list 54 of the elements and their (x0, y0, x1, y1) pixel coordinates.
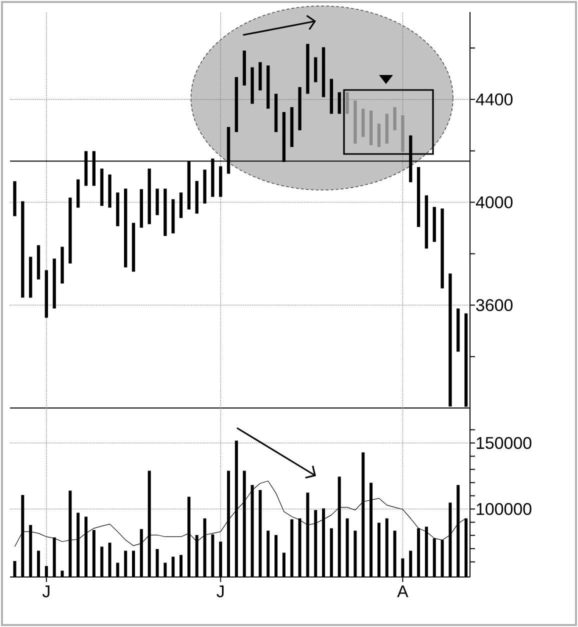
bar (290, 107, 294, 147)
bar (385, 114, 388, 144)
bar (416, 167, 420, 227)
bar (116, 192, 120, 226)
bar (52, 258, 56, 308)
bar (164, 188, 167, 236)
y-tick-label: 3600 (476, 299, 513, 312)
bar (219, 166, 222, 197)
bar (148, 168, 151, 224)
bar (242, 50, 246, 86)
bar (274, 94, 278, 132)
bar (100, 168, 104, 206)
bar (21, 201, 24, 298)
bar (44, 270, 48, 318)
bar (456, 308, 460, 352)
bar (393, 107, 396, 130)
bar (424, 195, 428, 249)
bar (440, 208, 444, 288)
bar (132, 222, 136, 272)
bar (156, 188, 159, 216)
bar (369, 110, 373, 146)
bar (60, 246, 64, 284)
bar (140, 189, 144, 228)
bar (306, 44, 310, 94)
bar (76, 179, 80, 208)
bar (432, 206, 436, 242)
y-tick-label: 4400 (476, 93, 513, 106)
y-tick-label: 150000 (476, 436, 532, 449)
bar (172, 199, 175, 234)
bar (124, 188, 128, 268)
bar (179, 192, 183, 218)
bar (314, 57, 318, 82)
bar (258, 62, 262, 90)
bar (36, 245, 40, 280)
bar (377, 124, 381, 147)
bar (195, 180, 198, 214)
bar (338, 92, 341, 114)
x-tick-label: A (397, 586, 408, 598)
bar (29, 256, 32, 298)
bar (234, 77, 238, 132)
y-tick-label: 100000 (476, 503, 532, 516)
bar (13, 181, 16, 216)
bar (362, 108, 365, 137)
bar (330, 78, 334, 114)
x-tick-label: J (42, 586, 50, 598)
bar (250, 67, 254, 104)
bar (203, 170, 206, 204)
bar (298, 87, 302, 130)
x-tick-label: J (216, 586, 224, 598)
y-tick-label: 4000 (476, 196, 513, 208)
bar (322, 47, 326, 98)
bar (266, 65, 270, 109)
bar (68, 198, 72, 264)
bar (108, 174, 112, 208)
